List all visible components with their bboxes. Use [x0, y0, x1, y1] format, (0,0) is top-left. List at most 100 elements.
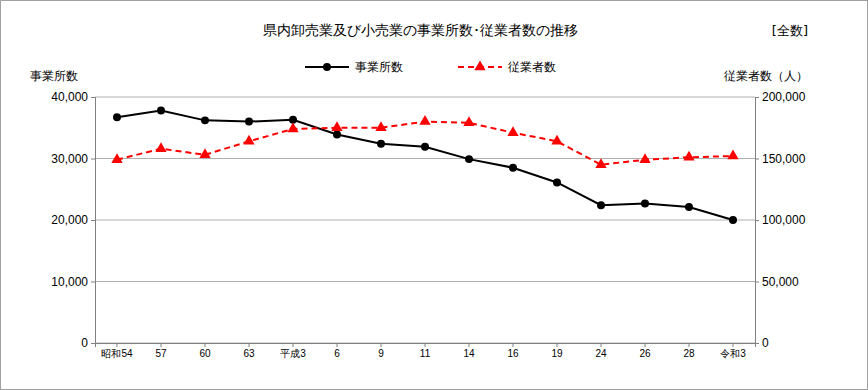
tick-label: 16	[507, 348, 519, 359]
legend: 事業所数従業者数	[305, 60, 556, 74]
tick-mark	[557, 343, 558, 347]
tick-mark	[755, 282, 759, 283]
tick-label: 11	[420, 348, 431, 359]
tick-label: 14	[463, 348, 475, 359]
title: 県内卸売業及び小売業の事業所数･従業者数の推移	[263, 22, 578, 38]
tick-mark	[755, 159, 759, 160]
tick-mark	[205, 343, 206, 347]
tick: 20,000	[51, 213, 95, 227]
tick-label: 10,000	[51, 275, 88, 289]
tick-mark	[601, 343, 602, 347]
marker	[287, 122, 298, 132]
tick-mark	[755, 220, 759, 221]
tick: 9	[378, 343, 384, 359]
tick-label: 20,000	[51, 213, 88, 227]
marker	[111, 153, 122, 163]
marker	[595, 158, 606, 168]
tick-mark	[755, 97, 759, 98]
axis-line	[91, 98, 96, 344]
marker	[507, 126, 518, 136]
tick-label: 9	[378, 348, 384, 359]
tick-label: 150,000	[762, 152, 806, 166]
legend-marker	[323, 63, 331, 71]
tick: 14	[463, 343, 475, 359]
frame	[1, 1, 868, 390]
marker	[333, 131, 341, 139]
tick: 26	[639, 343, 651, 359]
series-line	[117, 111, 733, 220]
tick: 63	[243, 343, 255, 359]
marker	[683, 151, 694, 161]
tick-mark	[645, 343, 646, 347]
tick-label: 50,000	[762, 275, 799, 289]
marker	[243, 135, 254, 145]
marker	[421, 143, 429, 151]
tick-label: 60	[199, 348, 211, 359]
tick: 40,000	[51, 90, 95, 104]
tick-mark	[381, 343, 382, 347]
tick: 平成3	[280, 343, 306, 359]
tick-label: 30,000	[51, 152, 88, 166]
tick-mark	[91, 97, 95, 98]
tick: 0	[755, 336, 769, 350]
tick-label: 平成3	[280, 348, 306, 359]
tick-mark	[91, 159, 95, 160]
tick-mark	[249, 343, 250, 347]
marker	[113, 113, 121, 121]
tick-label: 19	[551, 348, 563, 359]
tick-label: 0	[762, 336, 769, 350]
tick: 11	[420, 343, 431, 359]
x-axis: 昭和54576063平成36911141619242628令和3	[96, 343, 756, 359]
tick-label: 28	[683, 348, 695, 359]
tick-mark	[91, 220, 95, 221]
legend-marker	[474, 60, 485, 70]
tick: 6	[334, 343, 340, 359]
tick-mark	[513, 343, 514, 347]
marker	[597, 201, 605, 209]
marker	[463, 116, 474, 126]
y2-axis: 0 50,000 100,000 150,000 200,000	[755, 90, 806, 350]
tick-label: 200,000	[762, 90, 806, 104]
tick-label: 100,000	[762, 213, 806, 227]
marker	[685, 203, 693, 211]
tick-mark	[469, 343, 470, 347]
tick: 30,000	[51, 152, 95, 166]
marker	[727, 150, 738, 160]
tick: 昭和54	[101, 343, 133, 359]
marker	[375, 121, 386, 131]
tick-mark	[91, 282, 95, 283]
tick: 19	[551, 343, 563, 359]
tick: 60	[199, 343, 211, 359]
grid-line	[95, 97, 755, 98]
series-line	[117, 122, 733, 165]
tick-label: 63	[243, 348, 255, 359]
marker	[553, 178, 561, 186]
tick-mark	[161, 343, 162, 347]
y2-axis-title: 従業者数（人）	[724, 69, 808, 83]
chart: 0 10,000 20,000 30,000 40,000 0 50,000 100,000 1…	[0, 0, 868, 390]
y-axis-title: 事業所数	[30, 69, 78, 83]
tick-label: 57	[155, 348, 167, 359]
marker	[551, 135, 562, 145]
marker	[419, 115, 430, 125]
marker	[331, 121, 342, 131]
marker	[465, 155, 473, 163]
tick: 16	[507, 343, 519, 359]
legend-label: 従業者数	[508, 60, 556, 74]
tick-label: 26	[639, 348, 651, 359]
tick: 50,000	[755, 275, 799, 289]
marker	[245, 118, 253, 126]
tick-mark	[733, 343, 734, 347]
y-axis: 010,00020,00030,00040,000	[51, 90, 95, 350]
marker	[199, 148, 210, 158]
grid-line	[95, 281, 755, 282]
tick-label: 令和3	[720, 348, 746, 359]
marker	[157, 107, 165, 115]
marker	[201, 116, 209, 124]
axis-line	[756, 98, 760, 344]
tick-mark	[117, 343, 118, 347]
tick: 57	[155, 343, 167, 359]
tick: 200,000	[755, 90, 806, 104]
tick-mark	[689, 343, 690, 347]
marker	[639, 153, 650, 163]
